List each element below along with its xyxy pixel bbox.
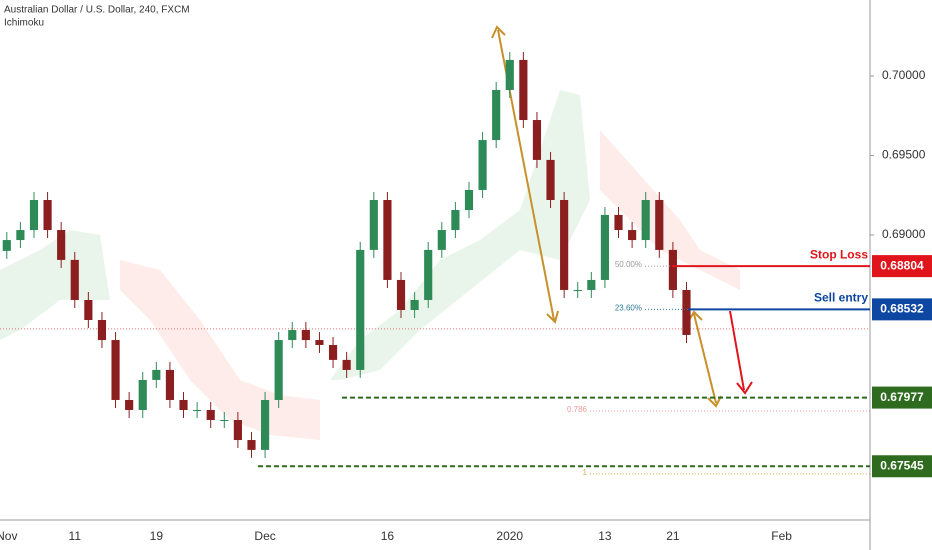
chart-title: Australian Dollar / U.S. Dollar, 240, FX… xyxy=(4,5,190,16)
price-badge-label: 0.67545 xyxy=(880,458,924,472)
candle-body xyxy=(328,344,338,360)
candle-body xyxy=(193,409,202,411)
price-badge-label: 0.68532 xyxy=(880,302,924,316)
x-tick-label: Dec xyxy=(254,529,275,543)
candle-body xyxy=(301,330,310,341)
candle-body xyxy=(682,289,691,335)
candle-body xyxy=(16,230,25,241)
x-tick-label: 16 xyxy=(381,529,395,543)
candle-body xyxy=(29,199,39,231)
candle-body xyxy=(383,199,392,280)
candle-body xyxy=(614,214,623,231)
fib-label: 23.60% xyxy=(615,303,642,312)
candle-body xyxy=(97,320,107,341)
candle-body xyxy=(274,340,283,400)
candle-body xyxy=(2,240,11,251)
candle-body xyxy=(152,369,161,380)
price-badge-label: 0.67977 xyxy=(880,390,924,404)
candle-body xyxy=(247,440,256,450)
candle-body xyxy=(179,399,188,410)
candle-body xyxy=(111,340,120,400)
fib-label: 50.00% xyxy=(615,260,642,269)
candle-body xyxy=(532,120,542,160)
candle-body xyxy=(125,399,134,410)
indicator-name: Ichimoku xyxy=(4,18,44,29)
candle-body xyxy=(600,214,609,280)
candle-body xyxy=(464,189,474,211)
price-badge xyxy=(872,298,932,321)
candle-body xyxy=(641,199,650,241)
candle-body xyxy=(342,359,351,370)
candle-body xyxy=(519,59,528,121)
x-tick-label: 2020 xyxy=(496,529,523,543)
y-tick-label: 0.70000 xyxy=(882,68,926,82)
candle-body xyxy=(573,289,582,291)
x-tick-label: 21 xyxy=(666,529,680,543)
candle-body xyxy=(655,199,664,250)
candle-body xyxy=(288,330,297,341)
candle-body xyxy=(220,420,229,422)
x-tick-label: 13 xyxy=(598,529,612,543)
price-badge xyxy=(872,386,932,409)
candle-body xyxy=(560,199,569,290)
candle-body xyxy=(315,340,324,345)
candle-body xyxy=(492,89,501,141)
candle-body xyxy=(70,259,79,300)
candle-body xyxy=(668,249,677,290)
candle-body xyxy=(138,379,147,410)
candle-body xyxy=(451,210,460,231)
x-tick-label: 19 xyxy=(150,529,164,543)
candle-body xyxy=(587,279,596,290)
fib-label: 0.786 xyxy=(567,405,588,414)
candle-body xyxy=(396,279,406,310)
price-badge-label: 0.68804 xyxy=(880,258,924,272)
price-badge xyxy=(872,255,932,278)
candle-body xyxy=(437,230,446,250)
candle-body xyxy=(369,199,378,250)
x-tick-label: Nov xyxy=(0,529,17,543)
x-tick-label: 11 xyxy=(69,529,82,543)
y-tick-label: 0.69000 xyxy=(882,227,926,241)
candle-body xyxy=(505,59,514,90)
candle-body xyxy=(261,399,270,450)
candle-body xyxy=(356,249,365,370)
candle-body xyxy=(628,230,637,241)
candle-body xyxy=(43,199,52,231)
price-badge xyxy=(872,455,932,478)
candle-body xyxy=(424,249,433,300)
fib-label: 1 xyxy=(583,468,588,477)
candle-body xyxy=(410,299,419,310)
candle-body xyxy=(57,230,66,260)
candle-body xyxy=(233,420,242,441)
y-tick-label: 0.69500 xyxy=(882,148,926,162)
x-tick-label: Feb xyxy=(771,529,792,543)
level-name: Sell entry xyxy=(814,291,868,305)
candle-body xyxy=(478,140,487,190)
candle-body xyxy=(206,409,215,421)
level-name: Stop Loss xyxy=(810,247,868,261)
candle-body xyxy=(546,159,555,200)
candle-body xyxy=(165,369,174,400)
candle-body xyxy=(84,299,93,321)
